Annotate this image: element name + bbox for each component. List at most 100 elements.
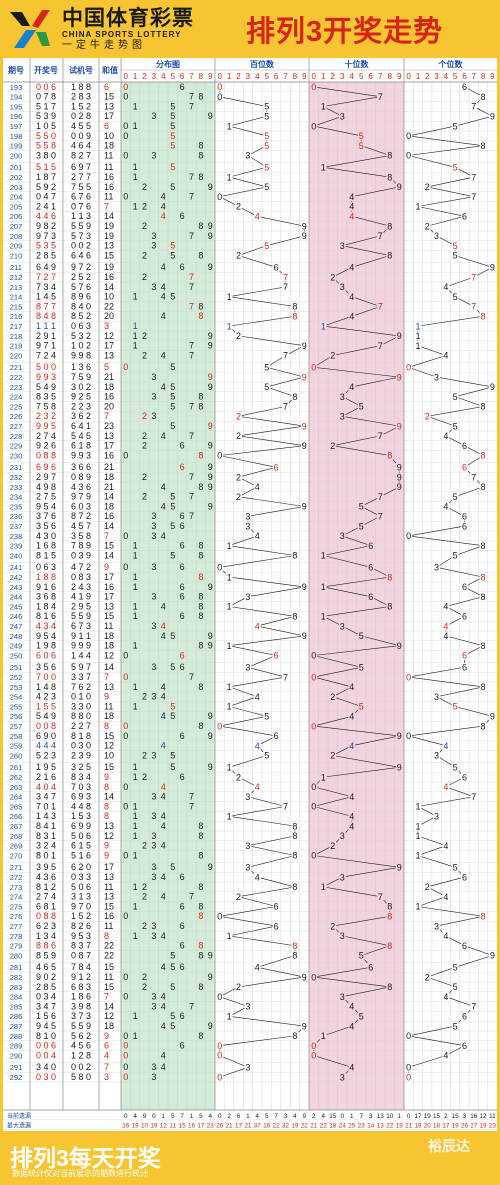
sum-cell: 15 [104, 92, 114, 102]
test-number-cell: 8 3 4 [71, 772, 91, 782]
trend-mark-bg [442, 621, 450, 631]
trend-mark: 0 [217, 92, 222, 102]
stats-value: 0 [124, 1113, 128, 1120]
trend-mark: 8 [387, 221, 392, 231]
dist-mark: 8 [198, 311, 203, 321]
draw-number-cell: 8 5 9 [36, 950, 56, 960]
period-cell: 194 [10, 93, 23, 102]
sum-cell: 14 [104, 550, 114, 560]
trend-mark-bg [433, 921, 440, 931]
period-cell: 207 [10, 222, 23, 231]
trend-mark: 5 [453, 763, 458, 773]
trend-mark-bg [461, 441, 468, 451]
trend-mark: 0 [311, 82, 316, 92]
trend-line-tens [312, 86, 401, 1078]
header-digit: 5 [453, 72, 458, 81]
dist-mark: 0 [123, 450, 128, 460]
stats-value: 13 [377, 1123, 385, 1130]
dist-mark: 0 [123, 1031, 128, 1041]
trend-mark: 4 [349, 192, 354, 202]
test-number-cell: 6 4 6 [71, 250, 91, 260]
draw-number-cell: 0 7 8 [36, 92, 56, 102]
trend-mark: 0 [311, 782, 316, 792]
dist-mark: 1 [133, 1031, 138, 1041]
trend-mark-bg [442, 502, 450, 511]
trend-mark-bg [405, 1062, 413, 1072]
stats-value: 20 [424, 1123, 432, 1130]
trend-mark-bg [414, 321, 422, 331]
trend-mark: 7 [471, 172, 476, 182]
header-hundreds: 百位数 [250, 59, 275, 69]
trend-mark: 4 [443, 621, 448, 631]
test-number-cell: 0 8 9 [71, 472, 91, 482]
trend-mark-bg [395, 641, 403, 651]
test-number-cell: 7 0 3 [71, 782, 91, 792]
stats-value: 26 [461, 1123, 469, 1130]
trend-mark-bg [357, 521, 365, 531]
period-cell: 231 [10, 463, 23, 472]
dist-mark: 4 [161, 711, 166, 721]
trend-mark: 8 [292, 882, 297, 892]
period-cell: 221 [10, 363, 23, 372]
dist-mark: 4 [161, 1001, 166, 1011]
test-number-cell: 0 0 2 [71, 1062, 91, 1072]
sum-cell: 13 [104, 241, 114, 251]
trend-mark: 8 [387, 172, 392, 182]
test-number-cell: 2 4 3 [71, 582, 91, 592]
period-cell: 238 [10, 532, 23, 541]
trend-mark: 4 [443, 931, 448, 941]
trend-mark-bg [310, 651, 318, 660]
trend-mark-bg [423, 221, 431, 231]
dist-mark: 1 [133, 850, 138, 860]
trend-mark: 3 [245, 1002, 250, 1012]
trend-mark-bg [461, 211, 468, 221]
trend-mark-bg [376, 492, 384, 502]
header-digit: 7 [378, 72, 383, 81]
dist-mark: 5 [170, 241, 175, 251]
trend-mark-bg [405, 731, 413, 741]
test-number-cell: 5 0 6 [71, 882, 91, 892]
draw-number-cell: 4 4 4 [36, 741, 56, 751]
dist-mark: 7 [189, 1001, 194, 1011]
dist-mark: 3 [151, 921, 156, 931]
trend-mark: 2 [236, 472, 241, 482]
test-number-cell: 8 1 8 [71, 731, 91, 741]
sum-cell: 6 [104, 82, 109, 92]
trend-mark: 5 [453, 982, 458, 992]
trend-mark-bg [235, 251, 242, 260]
sum-cell: 14 [104, 282, 114, 292]
draw-number-cell: 8 3 5 [36, 392, 56, 402]
header-digit: 7 [189, 72, 194, 81]
trend-mark: 9 [302, 631, 307, 641]
dist-mark: 7 [189, 172, 194, 182]
dist-mark: 9 [208, 441, 213, 451]
trend-mark-bg [338, 531, 346, 541]
trend-mark-bg [329, 841, 337, 851]
dist-mark: 7 [189, 892, 194, 902]
trend-mark-bg [376, 231, 384, 241]
dist-mark: 3 [151, 511, 156, 521]
dist-mark: 1 [133, 341, 138, 351]
trend-mark: 8 [387, 982, 392, 992]
trend-mark-bg [414, 902, 422, 911]
period-cell: 196 [10, 112, 23, 121]
dist-mark: 5 [170, 1011, 175, 1021]
draw-number-cell: 5 4 9 [36, 382, 56, 392]
dist-mark: 2 [142, 221, 147, 231]
trend-mark-bg [244, 792, 252, 802]
sum-cell: 18 [104, 1021, 114, 1031]
test-number-cell: 2 2 3 [71, 401, 91, 411]
period-cell: 245 [10, 602, 23, 611]
stats-value: 4 [133, 1113, 137, 1120]
period-cell: 204 [10, 193, 23, 202]
trend-mark-bg [386, 982, 394, 992]
trend-mark-bg [300, 372, 308, 382]
stats-value: 5 [265, 1113, 269, 1120]
trend-mark-bg [479, 592, 487, 602]
trend-mark: 3 [434, 921, 439, 931]
trend-mark: 3 [340, 241, 345, 251]
dist-mark: 6 [180, 772, 185, 782]
trend-mark: 4 [255, 872, 260, 882]
period-cell: 269 [10, 842, 23, 851]
trend-mark: 4 [349, 812, 354, 822]
